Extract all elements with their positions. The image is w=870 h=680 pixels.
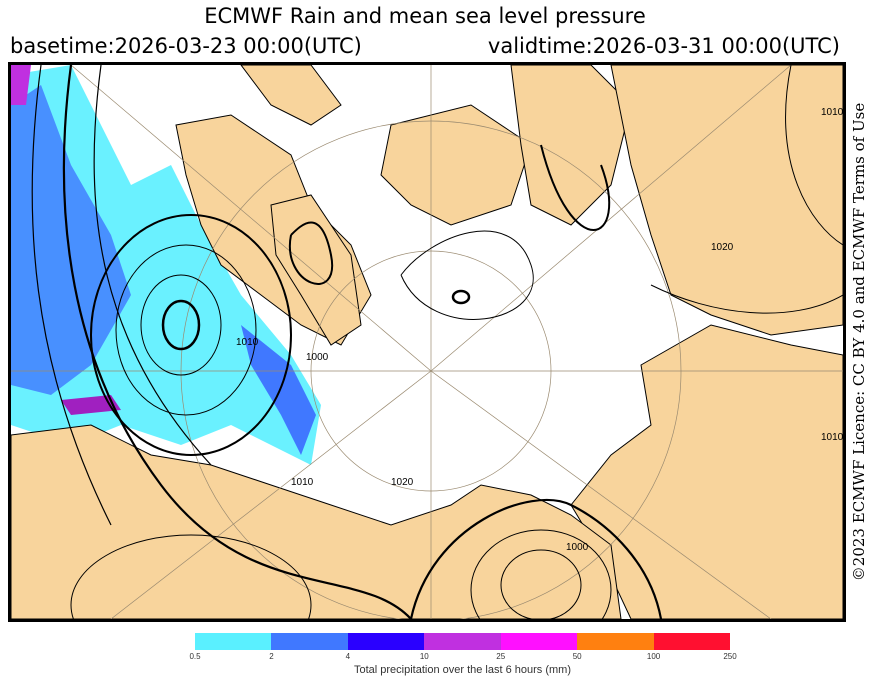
contour-label: 1000 [306,352,329,363]
colorbar-tick: 50 [572,652,582,661]
chart-title: ECMWF Rain and mean sea level pressure [204,4,646,28]
licence-text: ©2023 ECMWF Licence: CC BY 4.0 and ECMWF… [850,102,868,582]
contour-labels: 1020 1010 1000 1010 1020 1000 1010 1010 [236,107,843,553]
colorbar-tick: 100 [646,652,661,661]
colorbar-tick: 250 [723,652,737,661]
colorbar-bin [577,633,654,650]
contour-label: 1010 [821,107,843,118]
colorbar-tick: 25 [496,652,506,661]
land [11,65,843,619]
contour-label: 1020 [391,477,414,488]
colorbar [195,633,730,650]
map[interactable]: 1020 1010 1000 1010 1020 1000 1010 1010 [8,62,846,622]
colorbar-tick: 2 [269,652,274,661]
map-svg: 1020 1010 1000 1010 1020 1000 1010 1010 [11,65,843,619]
colorbar-tick: 0.5 [189,652,201,661]
validtime: validtime:2026-03-31 00:00(UTC) [487,34,840,58]
contour-label: 1010 [291,477,314,488]
basetime: basetime:2026-03-23 00:00(UTC) [10,34,362,58]
contour-label: 1020 [711,242,734,253]
contour-label: 1010 [236,337,259,348]
graticule [11,65,843,619]
colorbar-tick: 10 [419,652,429,661]
colorbar-bin [424,633,501,650]
contour-label: 1000 [566,542,589,553]
colorbar-bin [271,633,348,650]
colorbar-bin [653,633,730,650]
colorbar-bin [500,633,578,650]
colorbar-tick: 4 [345,652,351,661]
isobars [31,65,843,619]
colorbar-bin [195,633,272,650]
colorbar-bin [347,633,425,650]
contour-label: 1010 [821,432,843,443]
colorbar-title: Total precipitation over the last 6 hour… [353,664,572,676]
